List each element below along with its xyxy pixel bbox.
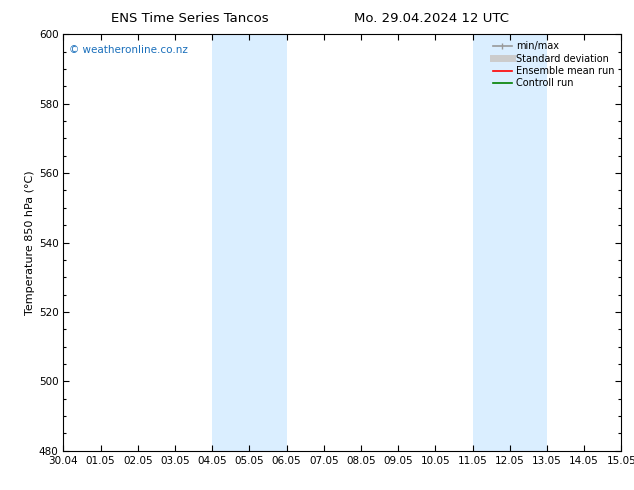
Legend: min/max, Standard deviation, Ensemble mean run, Controll run: min/max, Standard deviation, Ensemble me… bbox=[491, 39, 616, 90]
Y-axis label: Temperature 850 hPa (°C): Temperature 850 hPa (°C) bbox=[25, 170, 35, 315]
Text: ENS Time Series Tancos: ENS Time Series Tancos bbox=[112, 12, 269, 25]
Text: Mo. 29.04.2024 12 UTC: Mo. 29.04.2024 12 UTC bbox=[354, 12, 508, 25]
Bar bbox=[472, 34, 547, 451]
Text: © weatheronline.co.nz: © weatheronline.co.nz bbox=[69, 45, 188, 55]
Bar bbox=[212, 34, 287, 451]
